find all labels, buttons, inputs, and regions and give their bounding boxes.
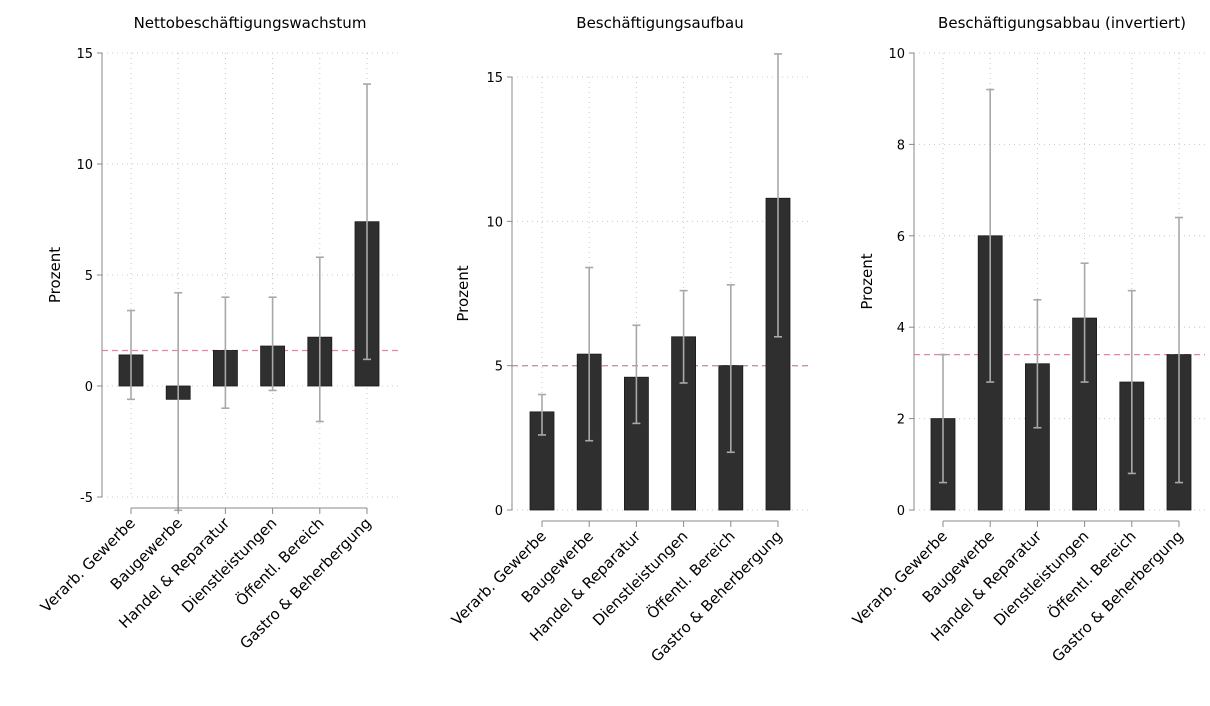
y-tick-label: 8 <box>897 138 905 153</box>
y-tick-label: 5 <box>495 360 503 375</box>
chart-title: Beschäftigungsaufbau <box>576 14 743 32</box>
chart-panel-1: Nettobeschäftigungswachstum-5051015Verar… <box>37 14 402 653</box>
y-tick-label: 0 <box>897 504 905 519</box>
y-tick-label: 10 <box>76 158 93 173</box>
x-tick-label: Öffentl. Bereich <box>642 526 738 622</box>
y-axis-label: Prozent <box>46 247 64 303</box>
chart-panel-3: Beschäftigungsabbau (invertiert)0246810V… <box>849 14 1205 666</box>
chart-title: Beschäftigungsabbau (invertiert) <box>938 14 1186 32</box>
y-tick-label: 15 <box>486 71 503 86</box>
y-tick-label: 0 <box>495 504 503 519</box>
y-axis-label: Prozent <box>858 253 876 309</box>
y-tick-label: 10 <box>888 47 905 62</box>
y-tick-label: 4 <box>897 321 905 336</box>
chart-title: Nettobeschäftigungswachstum <box>134 14 367 32</box>
y-tick-label: 6 <box>897 230 905 245</box>
x-tick-label: Öffentl. Bereich <box>231 513 327 609</box>
y-tick-label: -5 <box>80 491 93 506</box>
y-tick-label: 5 <box>85 269 93 284</box>
x-tick-label: Öffentl. Bereich <box>1043 526 1139 622</box>
y-tick-label: 2 <box>897 413 905 428</box>
y-tick-label: 0 <box>85 380 93 395</box>
y-tick-label: 15 <box>76 47 93 62</box>
y-axis-label: Prozent <box>454 265 472 321</box>
y-tick-label: 10 <box>486 215 503 230</box>
